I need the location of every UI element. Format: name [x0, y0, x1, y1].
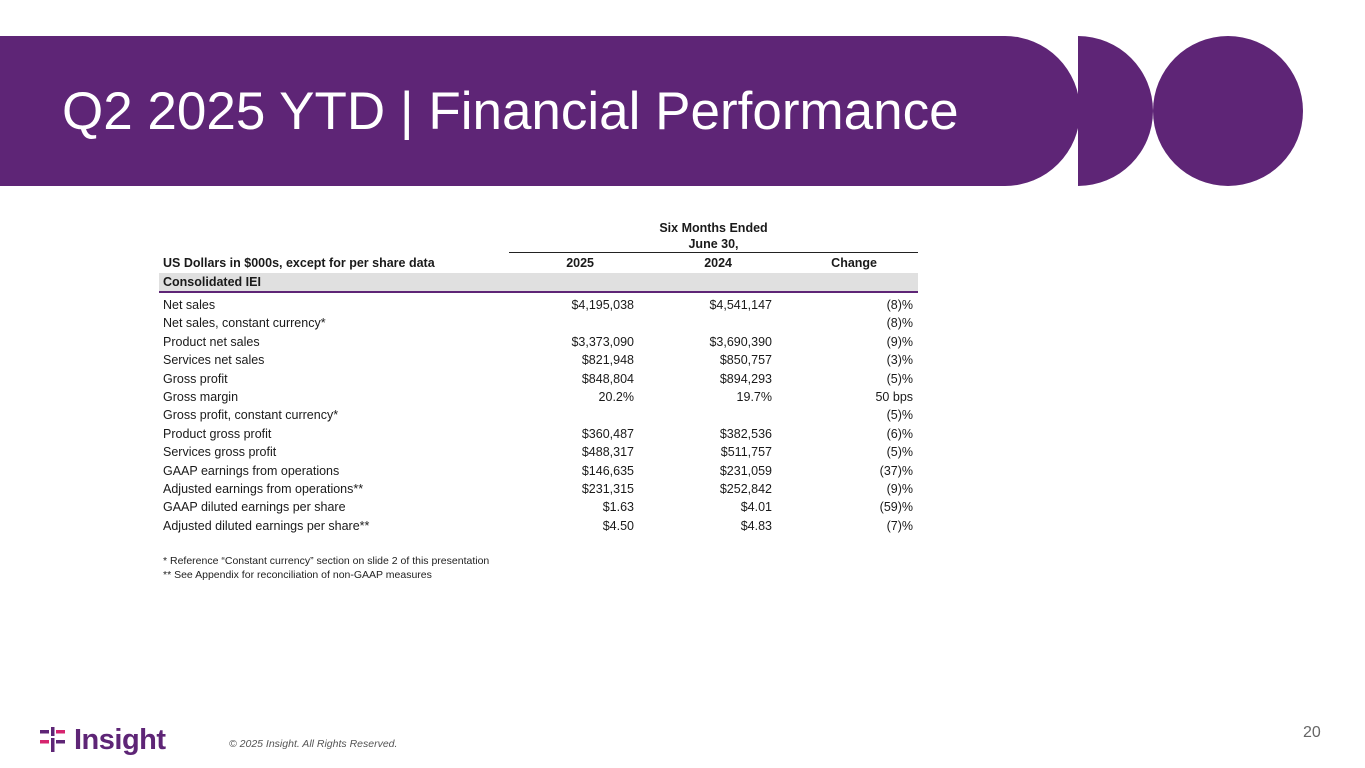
value-2025: $360,487 — [581, 426, 634, 441]
page-number: 20 — [1303, 724, 1321, 741]
row-label: Gross margin — [163, 390, 239, 405]
value-2025: $821,948 — [581, 353, 634, 368]
row-header-label: US Dollars in $000s, except for per shar… — [163, 255, 435, 270]
value-2025: $488,317 — [581, 445, 634, 460]
value-change: (9)% — [886, 482, 914, 497]
column-header-change: Change — [831, 256, 878, 270]
value-change: (8)% — [886, 298, 914, 312]
row-label: Adjusted diluted earnings per share** — [163, 518, 370, 533]
group-header-row-1: Six Months Ended — [159, 220, 918, 236]
value-change: (59)% — [879, 500, 914, 515]
value-2024: $252,842 — [719, 482, 772, 497]
decorative-half-circle — [1078, 36, 1153, 186]
logo-wordmark: Insight — [74, 724, 166, 756]
row-label: Product net sales — [163, 334, 260, 349]
column-header-row: US Dollars in $000s, except for per shar… — [159, 253, 918, 274]
value-2024: $231,059 — [719, 463, 772, 478]
row-label: Gross profit, constant currency* — [163, 408, 339, 423]
table-row: Services net sales $821,948 $850,757 (3)… — [159, 351, 918, 369]
insight-logo: Insight — [40, 724, 166, 756]
value-change: 50 bps — [875, 390, 914, 405]
value-change: (5)% — [886, 371, 914, 386]
value-change: (9)% — [886, 334, 914, 349]
value-2024: $511,757 — [720, 445, 772, 460]
table-row: Adjusted diluted earnings per share** $4… — [159, 517, 918, 535]
value-2025 — [509, 406, 634, 424]
value-change: (3)% — [886, 353, 914, 368]
group-header-line2: June 30, — [509, 236, 919, 253]
table-row: Gross margin 20.2% 19.7% 50 bps — [159, 388, 918, 406]
row-label: Net sales — [163, 298, 216, 312]
value-change: (5)% — [886, 445, 914, 460]
table-row: GAAP diluted earnings per share $1.63 $4… — [159, 498, 918, 516]
value-2024: $382,536 — [719, 426, 772, 441]
section-row: Consolidated IEI — [159, 273, 919, 293]
row-label: GAAP earnings from operations — [163, 463, 340, 478]
value-2025: 20.2% — [598, 390, 634, 405]
row-label: Services gross profit — [163, 445, 277, 460]
table-row: Product gross profit $360,487 $382,536 (… — [159, 425, 918, 443]
row-label: Adjusted earnings from operations** — [163, 482, 364, 497]
value-change: (7)% — [886, 518, 914, 533]
table-row: Services gross profit $488,317 $511,757 … — [159, 443, 918, 461]
table-row: Gross profit, constant currency* (5)% — [159, 406, 918, 424]
value-2024: $4,541,147 — [709, 298, 772, 312]
financial-table-container: Six Months Ended June 30, US Dollars in … — [159, 220, 919, 535]
row-label: Services net sales — [163, 353, 265, 368]
value-2025: $4.50 — [602, 518, 634, 533]
value-2024 — [634, 314, 772, 332]
value-2024: $850,757 — [719, 353, 772, 368]
value-2025: $3,373,090 — [571, 334, 634, 349]
table-row: Product net sales $3,373,090 $3,690,390 … — [159, 333, 918, 351]
footnotes: * Reference “Constant currency” section … — [163, 554, 489, 582]
slide-title: Q2 2025 YTD | Financial Performance — [62, 82, 959, 141]
value-2025: $1.63 — [602, 500, 634, 515]
row-label: Gross profit — [163, 371, 228, 386]
value-2025: $848,804 — [581, 371, 634, 386]
value-2025: $231,315 — [581, 482, 634, 497]
decorative-circle — [1153, 36, 1303, 186]
title-banner — [0, 36, 1080, 186]
value-2024: $4.83 — [740, 518, 772, 533]
value-change: (5)% — [886, 408, 914, 423]
column-header-2024: 2024 — [704, 256, 732, 270]
value-2025 — [509, 314, 634, 332]
value-2025: $4,195,038 — [571, 298, 634, 312]
value-2024: $894,293 — [719, 371, 772, 386]
value-change: (8)% — [886, 316, 914, 331]
row-label: Product gross profit — [163, 426, 272, 441]
table-row: Adjusted earnings from operations** $231… — [159, 480, 918, 498]
insight-mark-icon — [40, 727, 65, 752]
column-header-2025: 2025 — [566, 256, 594, 270]
financial-performance-table: Six Months Ended June 30, US Dollars in … — [159, 220, 919, 535]
table-row: Gross profit $848,804 $894,293 (5)% — [159, 370, 918, 388]
section-label: Consolidated IEI — [159, 273, 919, 293]
value-2024: 19.7% — [736, 390, 772, 405]
footnote-constant-currency: * Reference “Constant currency” section … — [163, 555, 490, 567]
table-row: Net sales, constant currency* (8)% — [159, 314, 918, 332]
table-row: GAAP earnings from operations $146,635 $… — [159, 462, 918, 480]
table-body: Net sales $4,195,038 $4,541,147 (8)% Net… — [159, 292, 918, 535]
footnote-non-gaap: ** See Appendix for reconciliation of no… — [163, 569, 432, 581]
group-header-row-2: June 30, — [159, 236, 919, 253]
value-2025: $146,635 — [581, 463, 634, 478]
copyright-notice: © 2025 Insight. All Rights Reserved. — [229, 738, 398, 750]
table-row: Net sales $4,195,038 $4,541,147 (8)% — [159, 292, 918, 314]
value-2024: $3,690,390 — [709, 334, 772, 349]
value-2024: $4.01 — [740, 500, 772, 515]
group-header-line1: Six Months Ended — [659, 221, 768, 235]
row-label: Net sales, constant currency* — [163, 316, 326, 331]
value-2024 — [634, 406, 772, 424]
value-change: (37)% — [879, 463, 914, 478]
row-label: GAAP diluted earnings per share — [163, 500, 346, 515]
value-change: (6)% — [886, 426, 914, 441]
